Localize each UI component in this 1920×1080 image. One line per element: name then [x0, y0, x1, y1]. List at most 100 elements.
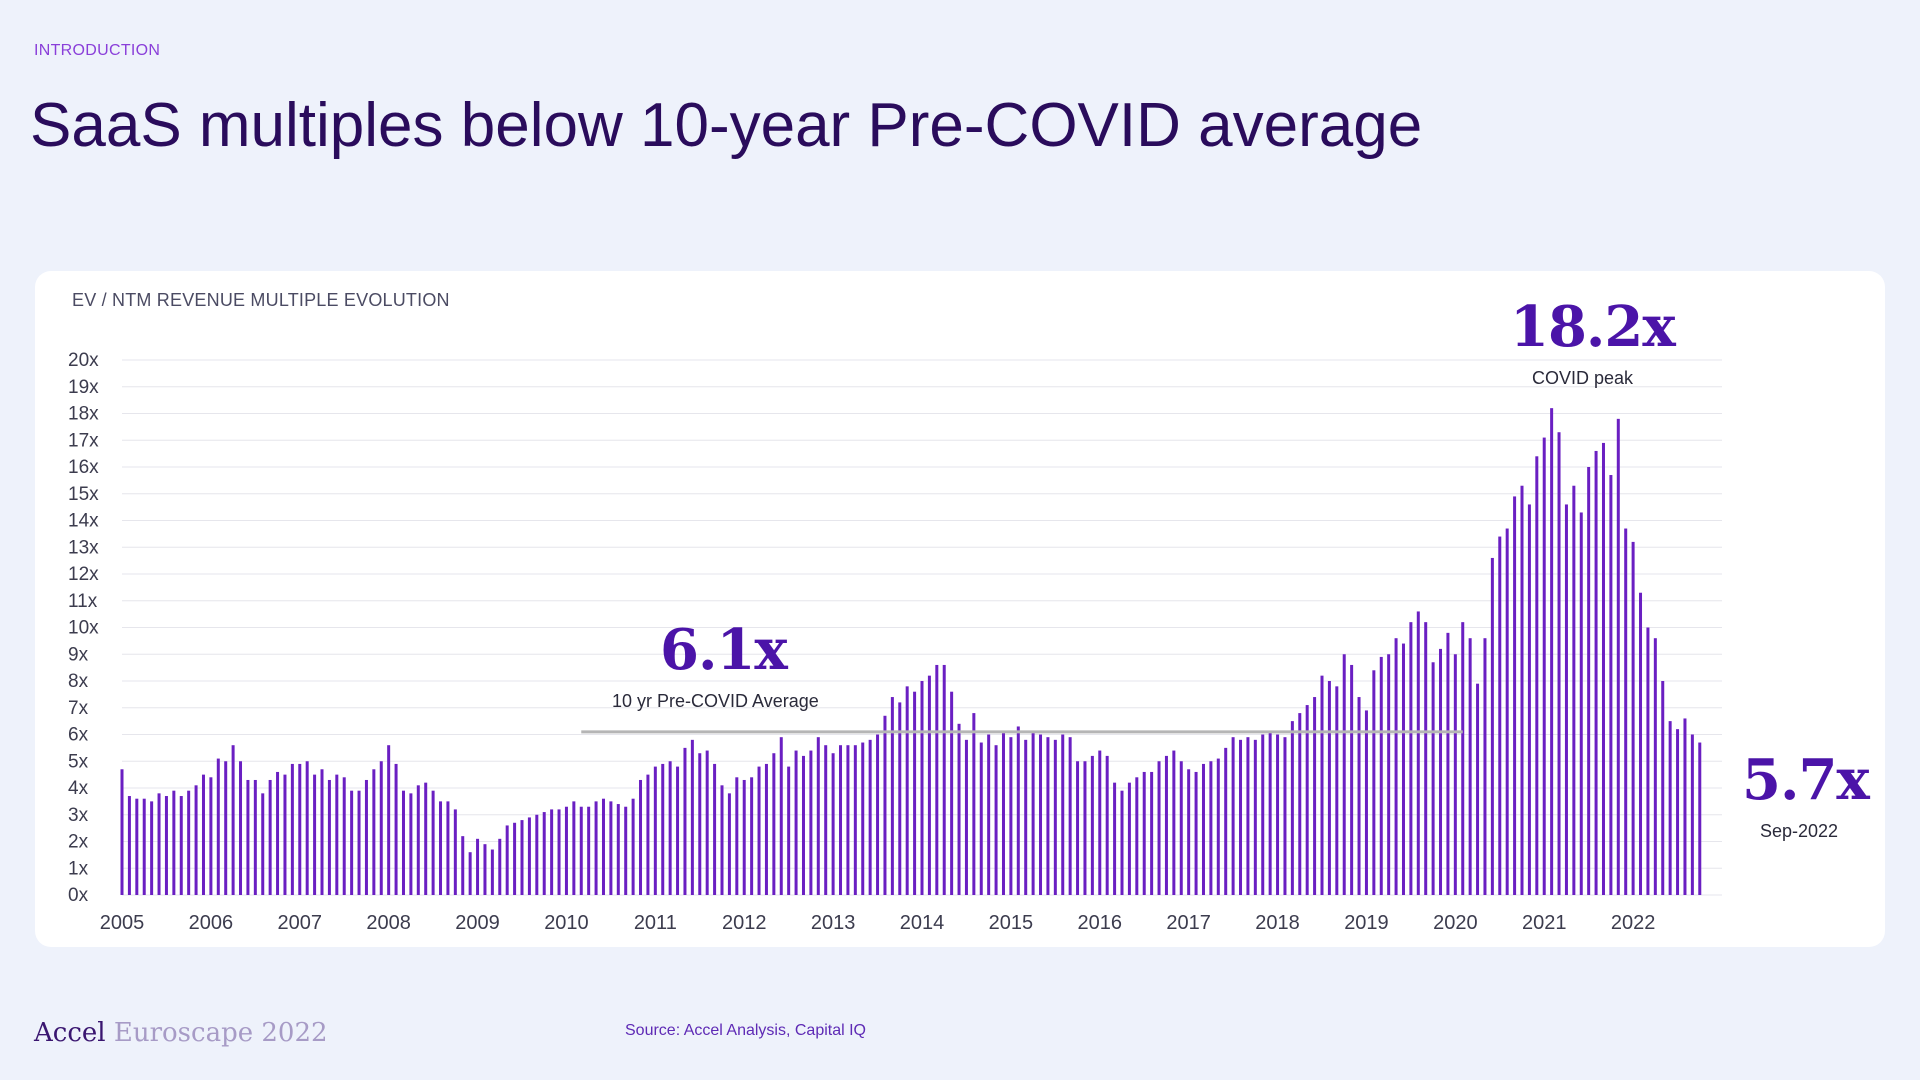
x-tick-label: 2019 [1344, 912, 1389, 934]
bar [342, 777, 346, 895]
bar [690, 739, 694, 895]
bar [1439, 648, 1443, 895]
bar [424, 782, 428, 895]
bar [831, 753, 835, 895]
bar [1498, 536, 1502, 895]
x-axis-ticks: 2005 2006 2007 2008 2009 2010 2011 2012 2013 2014… [100, 912, 1656, 934]
bar [1557, 432, 1561, 895]
bar [1646, 627, 1650, 895]
bar [135, 798, 139, 895]
bar [1527, 504, 1531, 895]
bar [727, 793, 731, 895]
bar [490, 849, 494, 895]
bar [313, 774, 317, 895]
bar [1209, 761, 1213, 895]
bar [631, 798, 635, 895]
bar [1394, 638, 1398, 895]
bar [1416, 611, 1420, 895]
bar [876, 734, 880, 895]
bar [1031, 731, 1035, 895]
y-tick-label: 7x [68, 698, 89, 719]
bar [616, 804, 620, 895]
bar [431, 790, 435, 895]
y-tick-label: 10x [68, 618, 99, 639]
bar [246, 779, 250, 895]
bar [364, 779, 368, 895]
bar [179, 796, 183, 895]
bar [1024, 739, 1028, 895]
bar [1327, 681, 1331, 895]
x-tick-label: 2011 [634, 912, 677, 934]
bar [905, 686, 909, 895]
bar [1601, 442, 1605, 895]
bar [1668, 721, 1672, 895]
bar [1268, 731, 1272, 895]
bar [416, 785, 420, 895]
bar [535, 814, 539, 895]
bar [1690, 734, 1694, 895]
bar [890, 697, 894, 895]
bar [705, 750, 709, 895]
x-tick-label: 2014 [900, 912, 945, 934]
bar [1001, 731, 1005, 895]
bar [550, 809, 554, 895]
bar [979, 742, 983, 895]
bar [1401, 643, 1405, 895]
y-axis-ticks: 0x 1x 2x 3x 4x 5x 6x 7x 8x 9x 10x 11x 12x 13x 14x 15x 16… [68, 350, 99, 906]
bar [772, 753, 776, 895]
bar [409, 793, 413, 895]
bar [453, 809, 457, 895]
bar [1150, 771, 1154, 895]
bar [350, 790, 354, 895]
bar [1387, 654, 1391, 895]
bar [839, 745, 843, 895]
average-value: 6.1x [660, 617, 788, 683]
bar [1446, 632, 1450, 895]
bar [157, 793, 161, 895]
bar [320, 769, 324, 895]
bar [1683, 718, 1687, 895]
event-name: Euroscape 2022 [113, 1018, 328, 1048]
bar [653, 766, 657, 895]
bar [883, 715, 887, 895]
bar [1461, 622, 1465, 895]
bar [1113, 782, 1117, 895]
bar [750, 777, 754, 895]
bar [305, 761, 309, 895]
bar [1320, 675, 1324, 895]
bar [231, 745, 235, 895]
brand-logo: Accel Euroscape 2022 [34, 1018, 328, 1048]
y-tick-label: 15x [68, 484, 99, 505]
bar [639, 779, 643, 895]
section-label: INTRODUCTION [34, 42, 161, 59]
x-tick-label: 2013 [811, 912, 856, 934]
bar [1594, 450, 1598, 895]
bar [1231, 737, 1235, 895]
bar [1068, 737, 1072, 895]
bar [1298, 713, 1302, 895]
latest-value: 5.7x [1742, 747, 1870, 813]
bar [216, 758, 220, 895]
bar [1061, 734, 1065, 895]
bar [1016, 726, 1020, 895]
bar [1009, 737, 1013, 895]
bar [120, 769, 124, 895]
bar [201, 774, 205, 895]
bar [1572, 485, 1576, 895]
bar [1505, 528, 1509, 895]
bar [1409, 622, 1413, 895]
bar [439, 801, 443, 895]
bar [801, 755, 805, 895]
bar [209, 777, 213, 895]
bar [327, 779, 331, 895]
y-tick-label: 14x [68, 511, 99, 532]
y-tick-label: 3x [68, 805, 89, 826]
bar [194, 785, 198, 895]
brand-name: Accel [34, 1018, 106, 1048]
bar [483, 844, 487, 895]
bar [253, 779, 257, 895]
bar [1587, 467, 1591, 895]
x-tick-label: 2007 [278, 912, 323, 934]
bar [942, 664, 946, 895]
bar [1127, 782, 1131, 895]
